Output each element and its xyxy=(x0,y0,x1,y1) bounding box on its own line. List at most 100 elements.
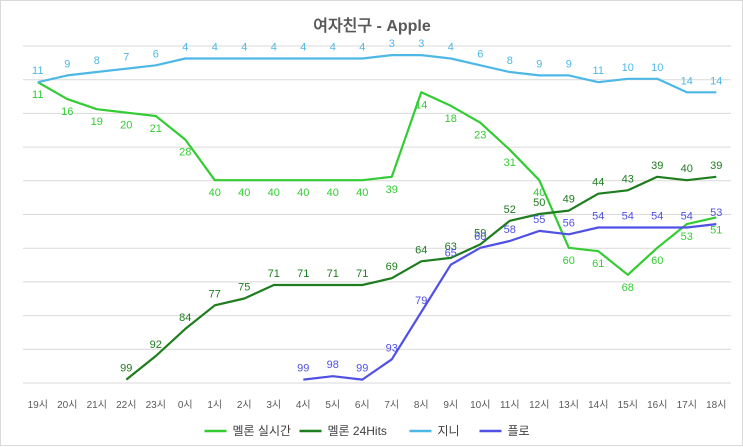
data-label: 49 xyxy=(563,194,575,206)
x-tick-label: 19시 xyxy=(28,399,48,411)
data-label: 53 xyxy=(681,231,693,243)
data-label: 14 xyxy=(415,99,427,111)
data-label: 4 xyxy=(241,42,247,54)
x-tick-label: 8시 xyxy=(414,399,429,411)
data-label: 4 xyxy=(212,42,218,54)
legend-label: 멜론 24Hits xyxy=(328,424,387,438)
data-label: 92 xyxy=(150,339,162,351)
legend: 멜론 실시간 멜론 24Hits 지니 플로 xyxy=(204,424,530,438)
data-label: 60 xyxy=(563,255,575,267)
data-label: 9 xyxy=(64,58,70,70)
data-label: 9 xyxy=(536,58,542,70)
data-label: 3 xyxy=(389,38,395,50)
data-label: 53 xyxy=(710,207,722,219)
data-label: 64 xyxy=(415,244,427,256)
data-label: 8 xyxy=(94,55,100,67)
data-label: 71 xyxy=(327,268,339,280)
data-label: 40 xyxy=(297,187,309,199)
data-label: 61 xyxy=(592,258,604,270)
data-label: 14 xyxy=(710,75,722,87)
data-label: 18 xyxy=(445,113,457,125)
data-label: 4 xyxy=(182,42,188,54)
x-tick-label: 16시 xyxy=(647,399,667,411)
x-tick-label: 20시 xyxy=(57,399,77,411)
series-line xyxy=(37,81,717,276)
data-label: 99 xyxy=(297,363,309,375)
data-label: 54 xyxy=(622,211,634,223)
data-label: 31 xyxy=(504,157,516,169)
data-label: 39 xyxy=(710,160,722,172)
data-label: 6 xyxy=(477,48,483,60)
data-label: 63 xyxy=(445,241,457,253)
data-label: 4 xyxy=(271,42,277,54)
x-tick-label: 2시 xyxy=(237,399,252,411)
data-label: 4 xyxy=(359,42,365,54)
data-label: 69 xyxy=(386,261,398,273)
data-label: 20 xyxy=(120,120,132,132)
data-label: 60 xyxy=(651,255,663,267)
data-label: 6 xyxy=(153,48,159,60)
data-label: 40 xyxy=(356,187,368,199)
data-label: 77 xyxy=(209,288,221,300)
x-axis: 19시 20시 21시 22시 23시 0시 1시 2시 3시 4시 5시 6시 7시 8시 9시 10시 11… xyxy=(28,399,727,411)
legend-label: 지니 xyxy=(438,424,460,438)
data-label: 60 xyxy=(474,231,486,243)
data-label: 11 xyxy=(32,65,43,77)
x-tick-label: 9시 xyxy=(443,399,458,411)
data-label: 44 xyxy=(592,177,604,189)
x-tick-label: 1시 xyxy=(207,399,222,411)
data-label: 98 xyxy=(327,359,339,371)
data-label: 9 xyxy=(566,58,572,70)
data-label: 11 xyxy=(593,65,604,77)
x-tick-label: 0시 xyxy=(178,399,193,411)
data-label: 40 xyxy=(533,187,545,199)
data-label: 40 xyxy=(209,187,221,199)
data-label: 39 xyxy=(386,184,398,196)
data-label: 19 xyxy=(91,116,103,128)
data-label: 16 xyxy=(61,106,73,118)
x-tick-label: 23시 xyxy=(146,399,166,411)
x-tick-label: 6시 xyxy=(355,399,370,411)
x-tick-label: 21시 xyxy=(87,399,107,411)
data-label: 55 xyxy=(533,214,545,226)
data-label: 50 xyxy=(533,197,545,209)
data-label: 10 xyxy=(622,62,634,74)
data-label: 68 xyxy=(622,282,634,294)
x-tick-label: 12시 xyxy=(529,399,549,411)
x-tick-label: 18시 xyxy=(706,399,726,411)
x-tick-label: 10시 xyxy=(470,399,490,411)
data-label: 28 xyxy=(179,147,191,159)
data-label: 54 xyxy=(592,211,604,223)
data-label: 8 xyxy=(507,55,513,67)
data-label: 58 xyxy=(504,224,516,236)
data-label: 23 xyxy=(474,130,486,142)
data-label: 40 xyxy=(268,187,280,199)
series-lines xyxy=(37,54,717,381)
data-label: 75 xyxy=(238,282,250,294)
x-tick-label: 11시 xyxy=(500,399,520,411)
data-label: 71 xyxy=(356,268,368,280)
chart-title: 여자친구 - Apple xyxy=(313,17,431,35)
data-label: 4 xyxy=(448,42,454,54)
data-label: 14 xyxy=(681,75,693,87)
series-line xyxy=(125,175,717,381)
x-tick-label: 3시 xyxy=(266,399,281,411)
data-label: 7 xyxy=(123,52,129,64)
data-label: 43 xyxy=(622,173,634,185)
data-label: 39 xyxy=(651,160,663,172)
data-label: 79 xyxy=(415,295,427,307)
series-line xyxy=(303,223,717,381)
data-label: 56 xyxy=(563,217,575,229)
x-tick-label: 7시 xyxy=(384,399,399,411)
data-label: 40 xyxy=(238,187,250,199)
data-label: 51 xyxy=(710,224,722,236)
legend-label: 멜론 실시간 xyxy=(233,424,292,438)
data-label: 59 xyxy=(474,227,486,239)
x-tick-label: 15시 xyxy=(618,399,638,411)
data-label: 71 xyxy=(268,268,280,280)
x-tick-label: 17시 xyxy=(677,399,697,411)
x-tick-label: 22시 xyxy=(116,399,136,411)
